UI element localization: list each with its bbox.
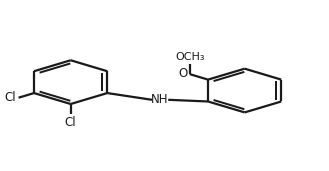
Text: Cl: Cl	[65, 116, 76, 129]
Text: OCH₃: OCH₃	[175, 52, 205, 62]
Text: O: O	[179, 67, 188, 80]
Text: NH: NH	[151, 93, 169, 106]
Text: Cl: Cl	[4, 91, 16, 104]
